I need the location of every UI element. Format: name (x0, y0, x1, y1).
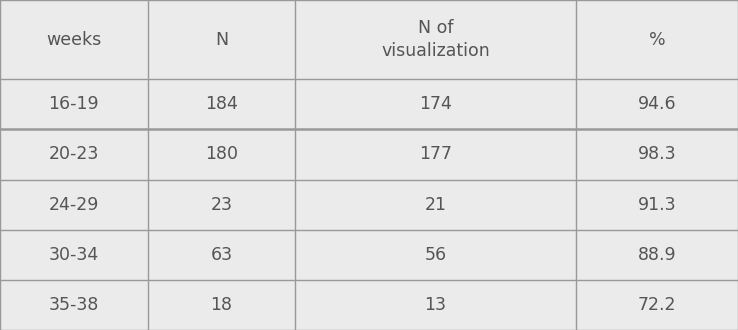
Text: 30-34: 30-34 (49, 246, 99, 264)
Text: 23: 23 (210, 196, 232, 214)
Text: N: N (215, 31, 228, 49)
Text: 63: 63 (210, 246, 232, 264)
Text: 20-23: 20-23 (49, 146, 99, 163)
Text: N of
visualization: N of visualization (381, 19, 490, 60)
Text: 94.6: 94.6 (638, 95, 676, 113)
Text: 177: 177 (419, 146, 452, 163)
Text: 180: 180 (205, 146, 238, 163)
Text: 98.3: 98.3 (638, 146, 676, 163)
Text: 16-19: 16-19 (49, 95, 99, 113)
Text: 13: 13 (424, 296, 446, 314)
Text: 35-38: 35-38 (49, 296, 99, 314)
Text: 72.2: 72.2 (638, 296, 676, 314)
Text: weeks: weeks (46, 31, 101, 49)
Text: 18: 18 (210, 296, 232, 314)
Text: 21: 21 (424, 196, 446, 214)
Text: %: % (649, 31, 665, 49)
Text: 91.3: 91.3 (638, 196, 676, 214)
Text: 174: 174 (419, 95, 452, 113)
Text: 88.9: 88.9 (638, 246, 676, 264)
Text: 184: 184 (205, 95, 238, 113)
Text: 24-29: 24-29 (49, 196, 99, 214)
Text: 56: 56 (424, 246, 446, 264)
